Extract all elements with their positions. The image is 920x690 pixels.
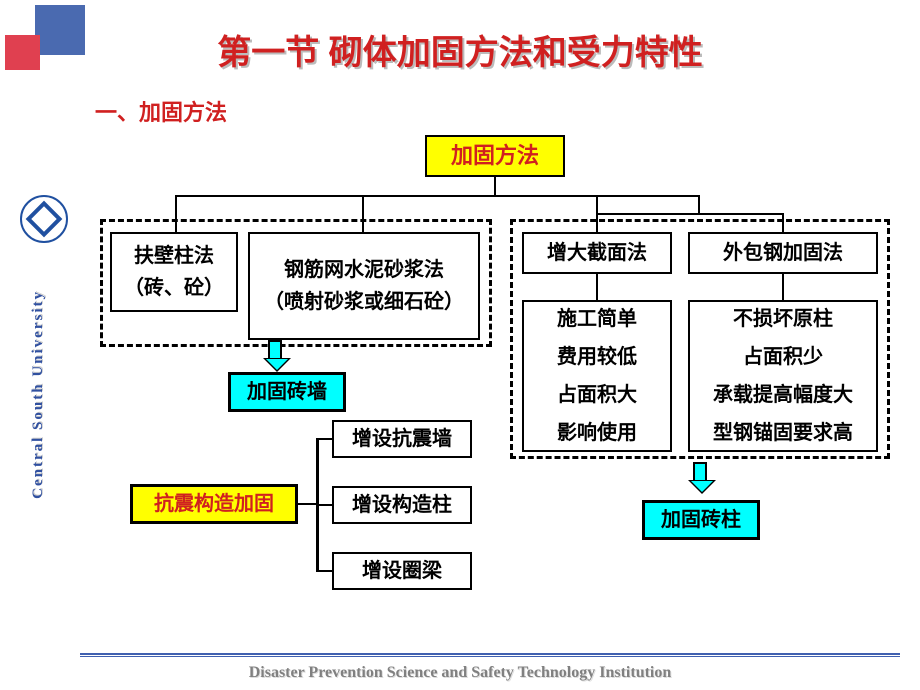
connector [316,438,333,440]
text: 增设抗震墙 [352,423,452,455]
connector [175,195,700,197]
text: 不损坏原柱 [733,300,833,338]
text: 增大截面法 [547,237,647,269]
connector [782,274,784,300]
node-right-result: 加固砖柱 [642,500,760,540]
text: 影响使用 [557,414,637,452]
text: 占面积少 [743,338,823,376]
text: 施工简单 [557,300,637,338]
node-seismic: 抗震构造加固 [130,484,298,524]
vertical-university-name: Central South University [30,290,47,499]
node-left-result: 加固砖墙 [228,372,346,412]
node-left-a: 扶壁柱法 （砖、砼） [110,232,238,312]
node-right-a: 增大截面法 [522,232,672,274]
text: 外包钢加固法 [723,237,843,269]
text: 扶壁柱法 [134,240,214,272]
footer-text: Disaster Prevention Science and Safety T… [0,664,920,682]
text: 钢筋网水泥砂浆法 [284,254,444,286]
text: （砖、砼） [124,272,224,304]
connector [596,274,598,300]
text: 加固砖墙 [247,376,327,408]
footer-divider [80,653,900,655]
text: 占面积大 [557,376,637,414]
slide-title: 第一节 砌体加固方法和受力特性 [0,25,920,74]
text: 增设构造柱 [352,489,452,521]
text: 抗震构造加固 [154,488,274,520]
arrow-down-icon [263,340,287,372]
connector [316,570,333,572]
text: （喷射砂浆或细石砼） [264,286,464,318]
node-left-b: 钢筋网水泥砂浆法 （喷射砂浆或细石砼） [248,232,480,340]
connector [698,195,700,215]
arrow-down-icon [688,462,712,494]
node-root: 加固方法 [425,135,565,177]
connector [494,177,496,197]
text: 费用较低 [557,338,637,376]
connector [596,213,782,215]
node-right-b-desc: 不损坏原柱 占面积少 承载提高幅度大 型钢锚固要求高 [688,300,878,452]
node-root-label: 加固方法 [451,138,539,173]
connector [316,504,333,506]
text: 型钢锚固要求高 [713,414,853,452]
node-seismic-item: 增设抗震墙 [332,420,472,458]
text: 增设圈梁 [362,555,442,587]
node-right-a-desc: 施工简单 费用较低 占面积大 影响使用 [522,300,672,452]
connector [298,503,318,505]
node-seismic-item: 增设构造柱 [332,486,472,524]
text: 承载提高幅度大 [713,376,853,414]
section-label: 一、加固方法 [95,95,227,127]
text: 加固砖柱 [661,504,741,536]
node-seismic-item: 增设圈梁 [332,552,472,590]
university-logo [20,195,68,243]
node-right-b: 外包钢加固法 [688,232,878,274]
